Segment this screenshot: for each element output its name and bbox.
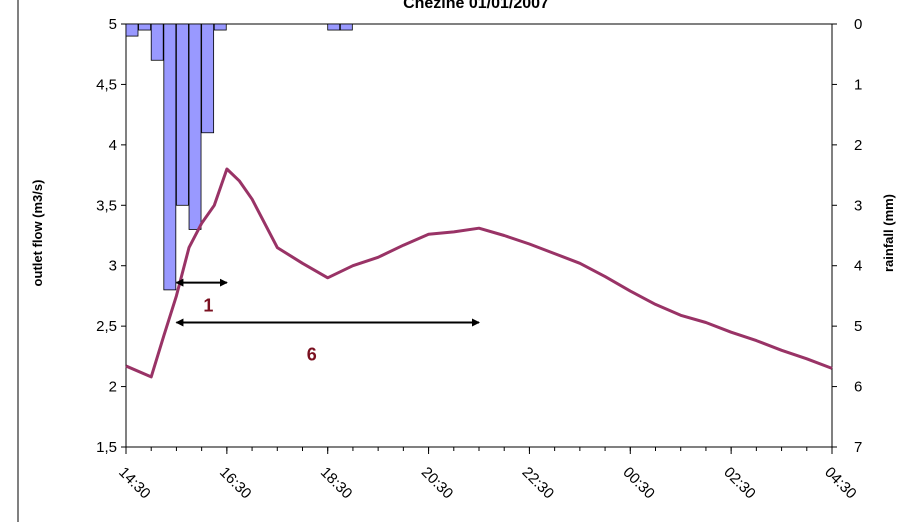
y-left-tick-label: 3,5	[96, 197, 117, 214]
rainfall-bar	[213, 23, 227, 31]
y-left-tick-label: 2	[109, 379, 117, 396]
annotation-label: 6	[307, 345, 317, 365]
rainfall-bar	[138, 23, 152, 31]
y-left-tick-label: 4	[109, 137, 117, 154]
y-left-tick-label: 1,5	[96, 439, 117, 456]
rainfall-bar	[339, 23, 353, 31]
rainfall-bar	[201, 23, 215, 134]
y-right-tick-label: 5	[854, 318, 862, 335]
y-right-tick-label: 0	[854, 16, 862, 33]
y-right-axis-title: rainfall (mm)	[881, 194, 896, 272]
y-right-tick-label: 4	[854, 258, 862, 275]
x-tick-label: 22:30	[519, 464, 558, 503]
y-right-tick-label: 3	[854, 197, 862, 214]
rainfall-bar	[327, 23, 341, 31]
y-left-tick-label: 2,5	[96, 318, 117, 335]
flow-line	[125, 167, 833, 379]
plot-frame	[125, 23, 833, 448]
y-left-tick-label: 3	[109, 258, 117, 275]
y-left-axis-title: outlet flow (m3/s)	[30, 180, 45, 287]
plot-area	[125, 23, 833, 448]
x-tick-label: 02:30	[720, 464, 759, 503]
rainfall-bar	[163, 23, 177, 291]
y-left-tick-label: 4,5	[96, 76, 117, 93]
y-right-tick-label: 1	[854, 76, 862, 93]
x-tick-label: 04:30	[821, 464, 860, 503]
x-tick-label: 20:30	[418, 464, 457, 503]
x-tick-label: 14:30	[115, 464, 154, 503]
y-left-tick-label: 5	[109, 16, 117, 33]
x-tick-label: 00:30	[619, 464, 658, 503]
x-tick-label: 18:30	[317, 464, 356, 503]
x-tick-label: 16:30	[216, 464, 255, 503]
chart-title: Chezine 01/01/2007	[403, 0, 549, 12]
rainfall-bar	[150, 23, 164, 61]
annotation-label: 1	[203, 296, 213, 316]
rainfall-bars	[125, 23, 353, 291]
flow-line-series	[125, 167, 833, 379]
rainfall-bar	[188, 23, 202, 230]
y-right-tick-label: 6	[854, 379, 862, 396]
rainfall-bar	[176, 23, 189, 206]
annotations: 16	[175, 278, 480, 365]
y-right-tick-label: 2	[854, 137, 862, 154]
rainfall-bar	[125, 23, 139, 37]
y-right-tick-label: 7	[854, 439, 862, 456]
